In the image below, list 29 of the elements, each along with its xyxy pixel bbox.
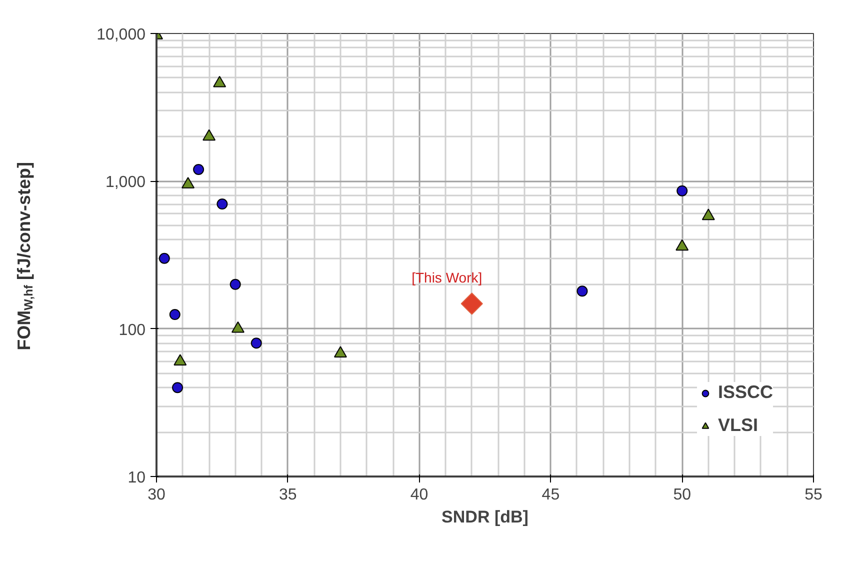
y-tick-label: 10 bbox=[128, 470, 146, 486]
point bbox=[193, 164, 204, 175]
x-tick-label: 45 bbox=[542, 486, 560, 504]
point bbox=[576, 286, 588, 297]
x-tick-label: 55 bbox=[804, 486, 822, 504]
y-tick-label: 100 bbox=[118, 322, 146, 339]
y-tick-label: 10,000 bbox=[96, 26, 146, 44]
x-axis-title: SNDR [dB] bbox=[442, 508, 528, 526]
point bbox=[676, 239, 689, 251]
point bbox=[182, 177, 195, 188]
y-tick-label: 1,000 bbox=[105, 174, 146, 192]
legend-label: VLSI bbox=[718, 415, 758, 436]
x-tick-label: 30 bbox=[148, 486, 166, 504]
point bbox=[216, 198, 228, 210]
x-tick-label: 35 bbox=[279, 486, 297, 504]
point bbox=[676, 185, 688, 196]
point bbox=[158, 252, 170, 264]
annotation: [This Work] bbox=[412, 270, 482, 286]
point bbox=[460, 292, 483, 315]
point bbox=[230, 278, 241, 290]
legend-label: ISSCC bbox=[718, 382, 773, 403]
point bbox=[702, 208, 715, 220]
x-tick-label: 40 bbox=[410, 486, 428, 504]
point bbox=[202, 129, 216, 141]
point bbox=[172, 382, 184, 394]
point bbox=[250, 338, 262, 349]
point bbox=[213, 76, 226, 88]
point bbox=[169, 309, 180, 320]
x-tick-label: 50 bbox=[673, 486, 692, 504]
